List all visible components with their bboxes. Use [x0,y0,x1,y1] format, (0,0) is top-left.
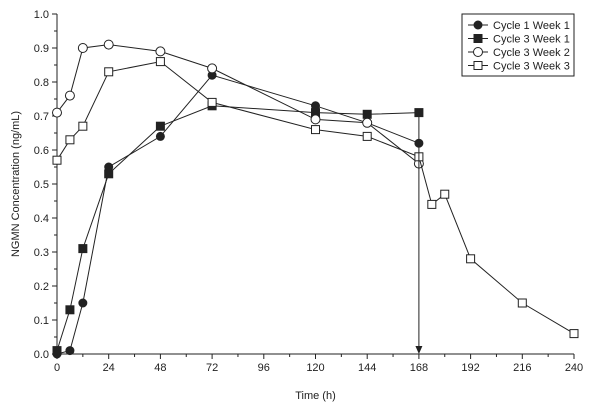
data-point [362,109,372,119]
data-point [155,121,165,131]
data-point [569,329,579,339]
series-3 [52,39,424,169]
data-point [78,121,88,131]
legend-entry: Cycle 1 Week 1 [468,20,570,32]
y-tick-label: 0.4 [34,213,49,225]
data-point [78,298,88,308]
data-point [427,199,437,209]
plot-area: 0 24 48 72 96 120 144 168 192 216 240 0.0 0.1 0.2 0.3… [34,9,583,374]
x-tick-label: 144 [358,362,376,374]
data-point [207,97,217,107]
legend-entry: Cycle 3 Week 1 [468,34,570,46]
series-line [56,44,420,164]
legend-label: Cycle 3 Week 1 [493,34,570,46]
x-axis-ticks: 0 24 48 72 96 120 144 168 192 216 240 [54,354,583,374]
data-point [311,125,320,135]
y-axis-ticks: 0.0 0.1 0.2 0.3 0.4 0.5 0.6 0.7 0.8 0.9 1.0 [34,9,57,361]
y-tick-label: 0.3 [34,247,49,259]
y-tick-label: 0.9 [34,43,49,55]
x-tick-label: 216 [513,362,531,374]
x-tick-label: 72 [206,362,218,374]
series-line [56,105,419,351]
legend-label: Cycle 3 Week 2 [493,47,570,59]
legend-entry: Cycle 3 Week 2 [468,47,570,59]
data-point [104,67,114,77]
legend-marker [473,61,483,70]
data-point [65,305,75,315]
data-point [104,169,114,179]
data-point [64,90,75,101]
x-tick-label: 120 [306,362,324,374]
y-tick-label: 0.1 [34,315,49,327]
data-point [362,117,373,128]
data-point [207,63,218,74]
legend-entry: Cycle 3 Week 3 [468,61,570,73]
data-point [52,155,62,165]
data-point [65,135,75,145]
annotation-arrow-head [415,346,423,354]
x-tick-label: 192 [461,362,479,374]
data-point [78,244,88,254]
x-tick-label: 48 [154,362,166,374]
y-tick-label: 0.0 [34,349,49,361]
legend-label: Cycle 1 Week 1 [493,20,570,32]
legend-label: Cycle 3 Week 3 [493,61,570,73]
data-point [155,131,165,141]
x-axis-title: Time (h) [295,390,336,402]
data-point [517,298,527,308]
series-group [52,39,579,359]
x-tick-label: 24 [103,362,115,374]
legend-marker [473,47,483,57]
y-tick-label: 0.8 [34,77,49,89]
data-point [77,43,88,53]
data-point [466,254,476,264]
y-tick-label: 0.2 [34,281,49,293]
x-tick-label: 0 [54,362,60,374]
x-tick-label: 168 [410,362,428,374]
data-point [440,189,450,199]
data-point [103,39,114,50]
series-4 [52,57,579,339]
legend-marker [473,34,483,43]
series-line [56,61,575,335]
data-point [52,346,62,356]
y-axis-title: NGMN Concentration (ng/mL) [10,111,22,257]
y-tick-label: 0.5 [34,179,49,191]
y-tick-label: 1.0 [34,9,49,21]
legend-marker [473,20,483,30]
data-point [155,57,165,67]
data-point [65,346,75,356]
data-point [52,107,62,118]
y-tick-label: 0.6 [34,145,49,157]
x-tick-label: 240 [565,362,583,374]
x-tick-label: 96 [258,362,270,374]
y-tick-label: 0.7 [34,111,49,123]
data-point [155,46,166,57]
annotation-group [415,112,423,354]
data-point [310,114,321,125]
data-point [362,131,372,141]
